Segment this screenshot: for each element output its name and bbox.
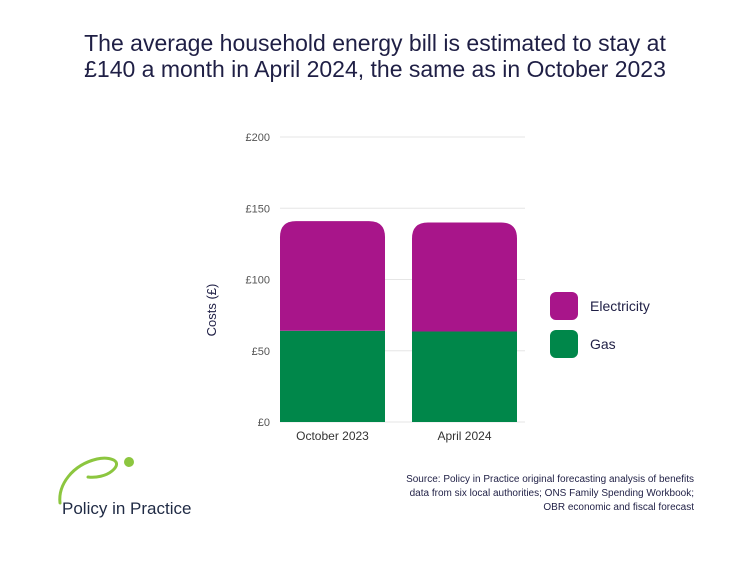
source-note: Source: Policy in Practice original fore… (406, 474, 694, 513)
legend-swatch-gas (550, 330, 578, 358)
x-tick-label: October 2023 (296, 429, 369, 443)
x-tick-label: April 2024 (437, 429, 491, 443)
y-axis-label: Costs (£) (204, 284, 219, 337)
y-tick-label: £150 (246, 203, 270, 215)
logo-swoosh-icon (58, 456, 134, 505)
chart-legend: Electricity Gas (550, 292, 650, 368)
logo: Policy in Practice (52, 455, 212, 525)
bar-gas-2 (412, 331, 517, 422)
y-tick-label: £200 (246, 132, 270, 144)
y-tick-label: £50 (252, 346, 270, 358)
legend-label-electricity: Electricity (590, 298, 650, 314)
legend-item-electricity: Electricity (550, 292, 650, 320)
y-tick-label: £100 (246, 275, 270, 287)
bar-electricity-2 (412, 222, 517, 332)
logo-text: Policy in Practice (62, 499, 192, 518)
y-tick-label: £0 (258, 417, 270, 429)
chart-title: The average household energy bill is est… (84, 30, 666, 82)
legend-item-gas: Gas (550, 330, 650, 358)
bar-electricity-1 (280, 221, 385, 331)
bar-gas-1 (280, 330, 385, 422)
legend-label-gas: Gas (590, 336, 616, 352)
legend-swatch-electricity (550, 292, 578, 320)
